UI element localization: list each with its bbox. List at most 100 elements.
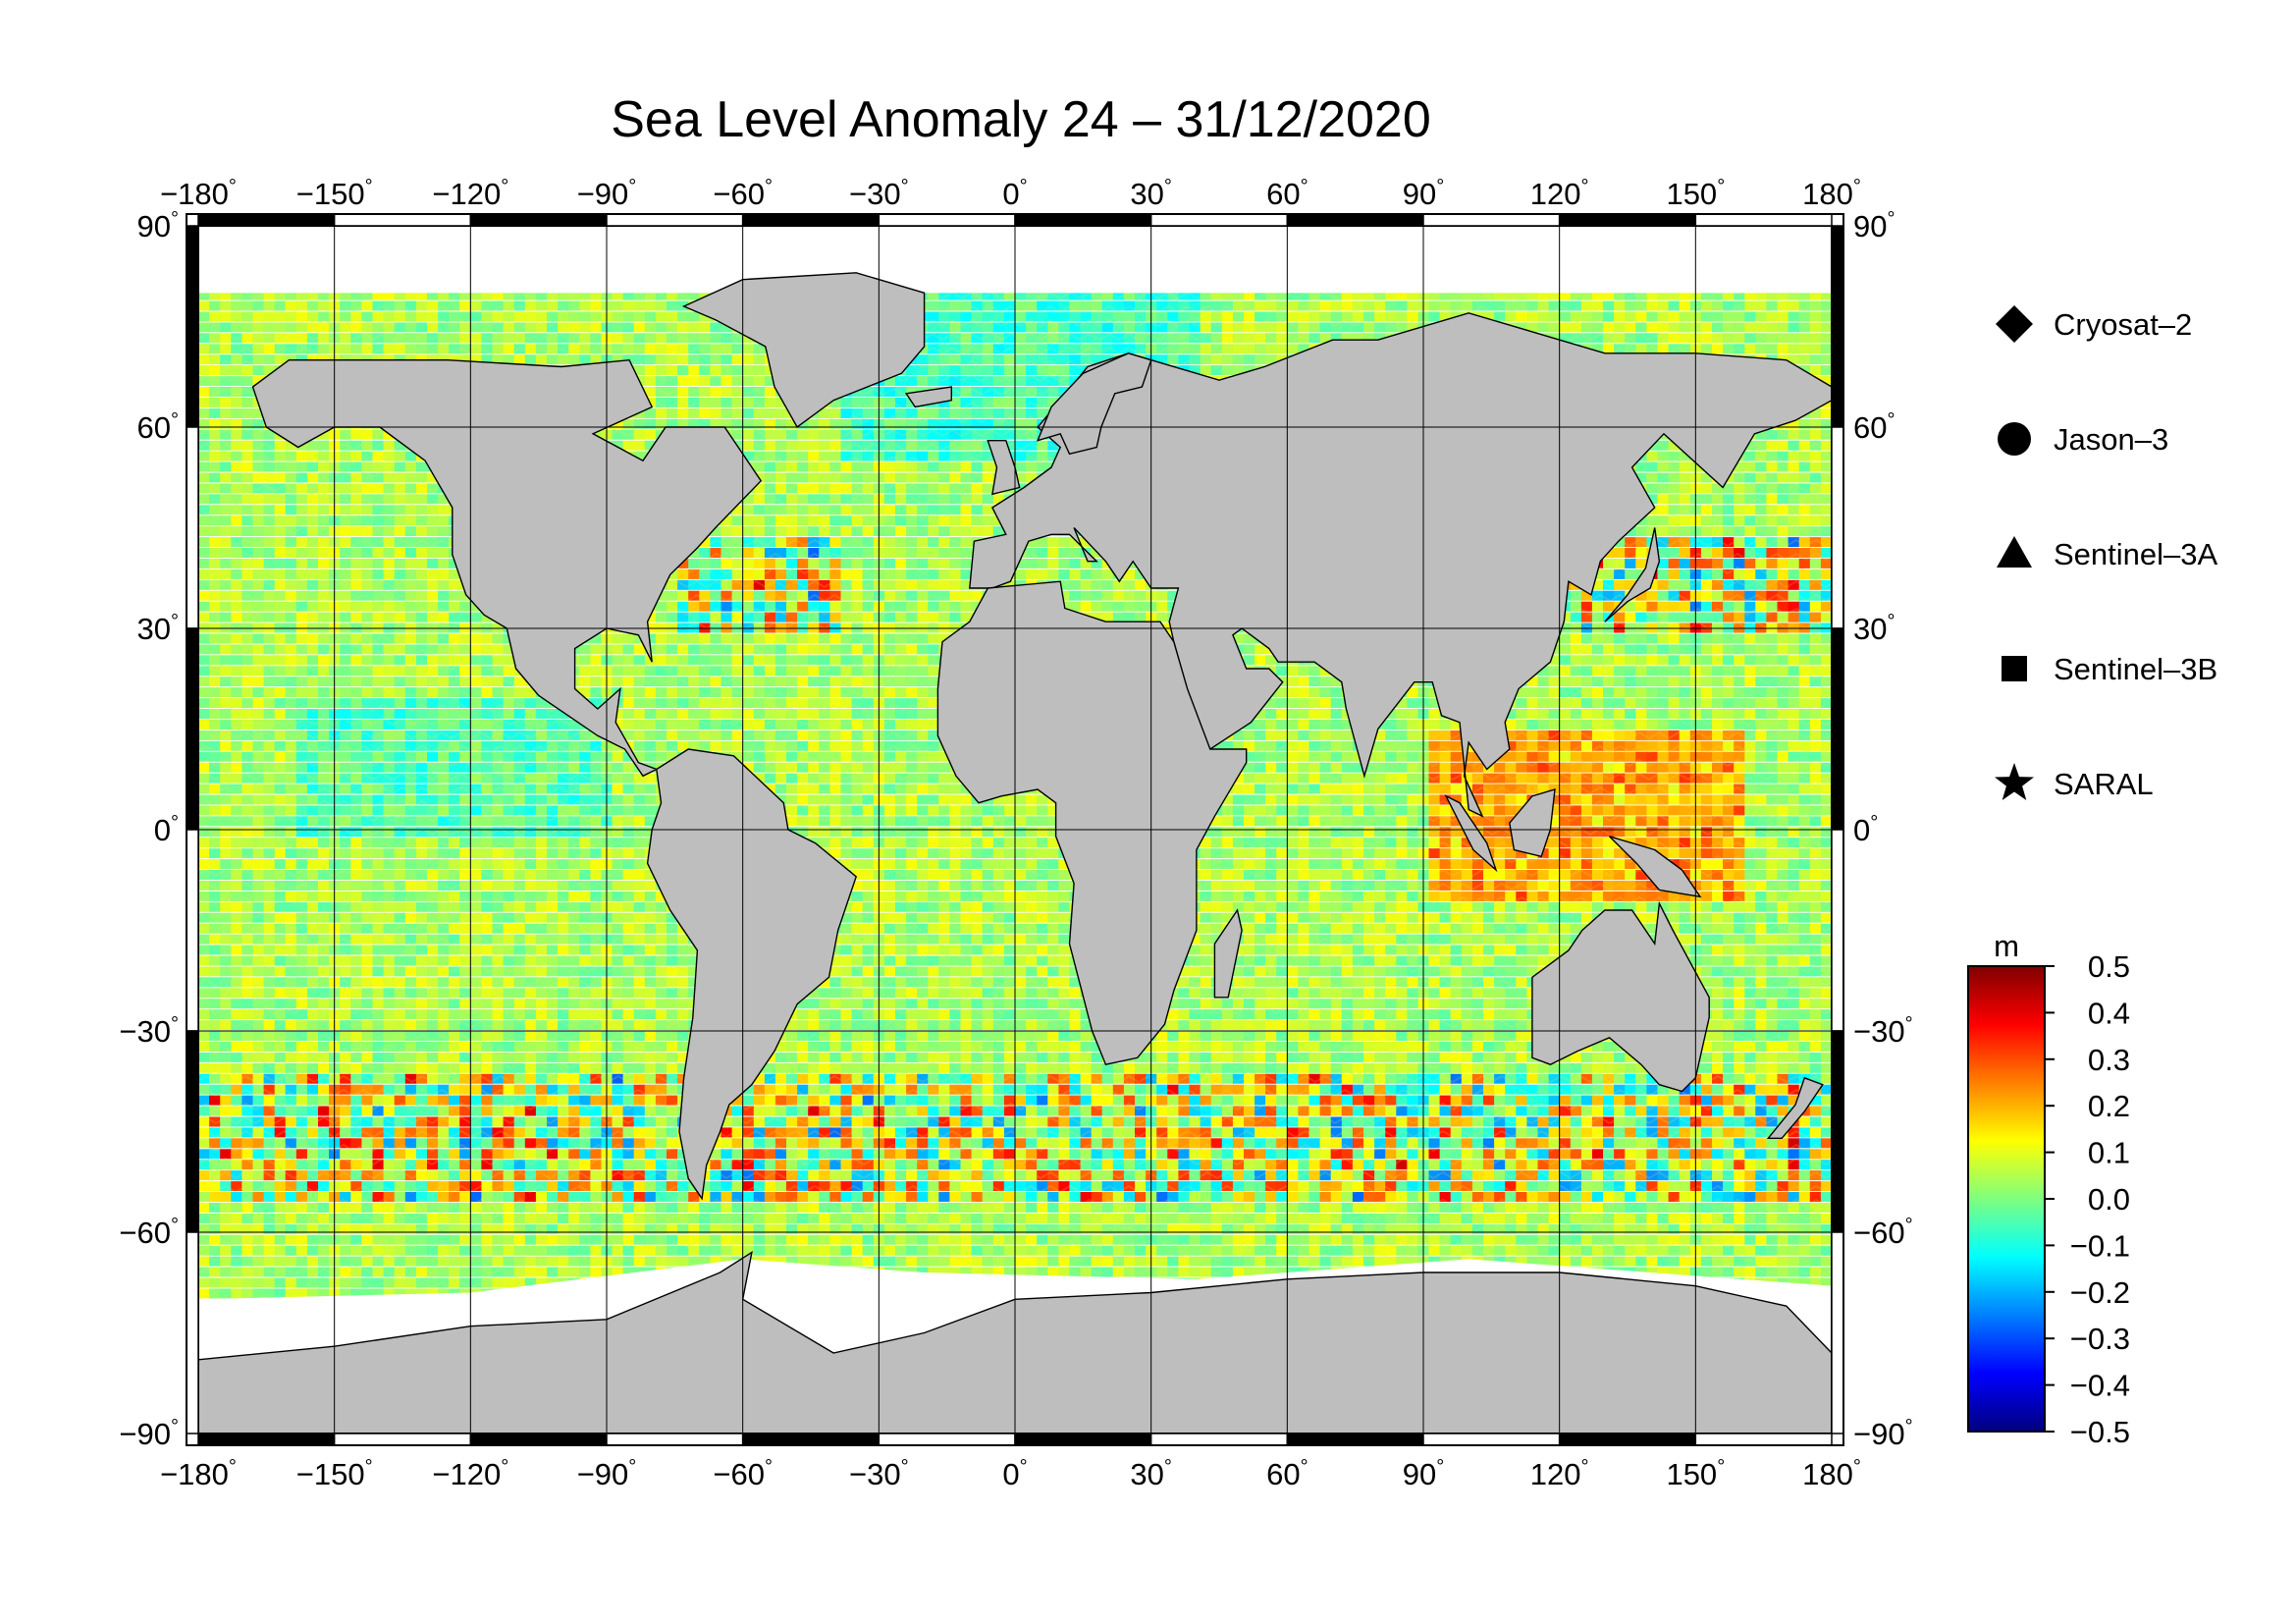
legend-label: Sentinel–3A xyxy=(2054,537,2218,571)
frame-bar-right xyxy=(1831,225,1844,428)
lat-label-right: 30° xyxy=(1853,611,1895,646)
satellite-legend: Cryosat–2 Jason–3 Sentinel–3A Sentinel–3B SA… xyxy=(1995,305,2218,801)
lon-label-bottom: −60° xyxy=(713,1456,773,1491)
frame-bar-top xyxy=(1694,213,1833,227)
frame-bar-top xyxy=(197,213,336,227)
graticule xyxy=(198,226,1832,1434)
lat-label-right: 90° xyxy=(1853,208,1895,243)
frame-bar-bottom xyxy=(741,1433,881,1446)
lon-label-bottom: 120° xyxy=(1530,1456,1589,1491)
frame-bar-right xyxy=(1831,1030,1844,1233)
lon-label-bottom: 30° xyxy=(1130,1456,1171,1491)
lon-label-top: 180° xyxy=(1802,176,1861,211)
lat-label-left: −60° xyxy=(119,1215,179,1250)
lon-label-top: −90° xyxy=(577,176,637,211)
frame-bar-bottom xyxy=(333,1433,472,1446)
colorbar-tick-label: 0.3 xyxy=(2088,1043,2130,1077)
lon-label-bottom: −180° xyxy=(160,1456,237,1491)
lat-label-left: 60° xyxy=(137,409,179,445)
frame-bar-left xyxy=(186,225,199,428)
square-icon xyxy=(2002,656,2027,681)
lat-label-left: 30° xyxy=(137,611,179,646)
lat-label-right: −90° xyxy=(1853,1416,1913,1451)
frame-bar-top xyxy=(1149,213,1289,227)
land-polygon xyxy=(1604,527,1661,622)
colorbar-tick-label: 0.0 xyxy=(2088,1182,2130,1217)
lon-label-bottom: −30° xyxy=(849,1456,909,1491)
lon-label-bottom: 180° xyxy=(1802,1456,1861,1491)
circle-icon xyxy=(1998,422,2031,456)
lon-label-bottom: −120° xyxy=(432,1456,508,1491)
land-polygon xyxy=(1213,908,1243,999)
land-polygon xyxy=(904,386,952,408)
frame-bar-top xyxy=(878,213,1016,227)
lon-label-top: −60° xyxy=(713,176,773,211)
frame-bar-right xyxy=(1831,829,1844,1032)
legend-label: Cryosat–2 xyxy=(2054,307,2192,342)
lat-label-left: −30° xyxy=(119,1013,179,1049)
land-polygon xyxy=(1531,900,1710,1093)
lon-label-top: 120° xyxy=(1530,176,1589,211)
colorbar-gradient xyxy=(1967,965,2046,1433)
legend-label: Jason–3 xyxy=(2054,422,2168,457)
frame-bar-top xyxy=(333,213,472,227)
frame-bar-left xyxy=(186,1231,199,1434)
colorbar-tick-label: −0.3 xyxy=(2070,1322,2130,1356)
lat-label-right: 0° xyxy=(1853,812,1878,847)
frame-bar-bottom xyxy=(878,1433,1016,1446)
land-polygon xyxy=(969,312,1832,818)
lon-label-top: 0° xyxy=(1002,176,1027,211)
frame-bar-left xyxy=(186,829,199,1032)
lon-label-top: −150° xyxy=(296,176,373,211)
frame-bar-left xyxy=(186,627,199,831)
lat-label-right: −60° xyxy=(1853,1215,1913,1250)
colorbar-tick-label: 0.2 xyxy=(2088,1089,2130,1123)
map-panel xyxy=(198,226,1832,1434)
lon-label-top: 60° xyxy=(1266,176,1308,211)
lon-label-top: −120° xyxy=(432,176,508,211)
frame-bar-bottom xyxy=(1014,1433,1152,1446)
legend-label: SARAL xyxy=(2054,767,2154,801)
frame-bar-right xyxy=(1831,1231,1844,1434)
frame-bar-bottom xyxy=(606,1433,744,1446)
land-polygon xyxy=(1609,836,1702,898)
frame-bar-left xyxy=(186,1030,199,1233)
frame-bar-top xyxy=(1422,213,1561,227)
land-polygon xyxy=(1766,1076,1824,1139)
lat-label-left: −90° xyxy=(119,1416,179,1451)
frame-bar-top xyxy=(606,213,744,227)
frame-bar-bottom xyxy=(197,1433,336,1446)
frame-bar-top xyxy=(741,213,881,227)
lat-label-left: 0° xyxy=(154,812,179,847)
legend-label: Sentinel–3B xyxy=(2054,652,2217,686)
lat-label-right: 60° xyxy=(1853,409,1895,445)
frame-bar-right xyxy=(1831,426,1844,629)
land-polygon xyxy=(1036,352,1152,456)
frame-bar-top xyxy=(1286,213,1424,227)
frame-bar-bottom xyxy=(1422,1433,1561,1446)
land-polygon xyxy=(987,440,1021,496)
colorbar-tick-label: −0.4 xyxy=(2070,1369,2130,1403)
frame-bar-left xyxy=(186,426,199,629)
frame-bar-bottom xyxy=(469,1433,608,1446)
lat-label-left: 90° xyxy=(137,208,179,243)
lon-label-top: −180° xyxy=(160,176,237,211)
diamond-icon xyxy=(1996,305,2033,343)
lon-label-top: −30° xyxy=(849,176,909,211)
colorbar-tick-label: −0.5 xyxy=(2070,1415,2130,1449)
land-polygon xyxy=(251,358,763,778)
frame-bar-bottom xyxy=(1558,1433,1697,1446)
lon-label-bottom: −150° xyxy=(296,1456,373,1491)
lon-label-top: 150° xyxy=(1666,176,1725,211)
map-title: Sea Level Anomaly 24 – 31/12/2020 xyxy=(611,91,1431,148)
lon-label-bottom: 90° xyxy=(1403,1456,1444,1491)
lon-label-bottom: 0° xyxy=(1002,1456,1027,1491)
land-polygon xyxy=(681,272,926,429)
colorbar-tick-label: 0.4 xyxy=(2088,996,2130,1030)
frame-bar-bottom xyxy=(1694,1433,1833,1446)
colorbar-tick-label: 0.1 xyxy=(2088,1136,2130,1170)
lat-label-right: −30° xyxy=(1853,1013,1913,1049)
frame-bar-top xyxy=(1558,213,1697,227)
